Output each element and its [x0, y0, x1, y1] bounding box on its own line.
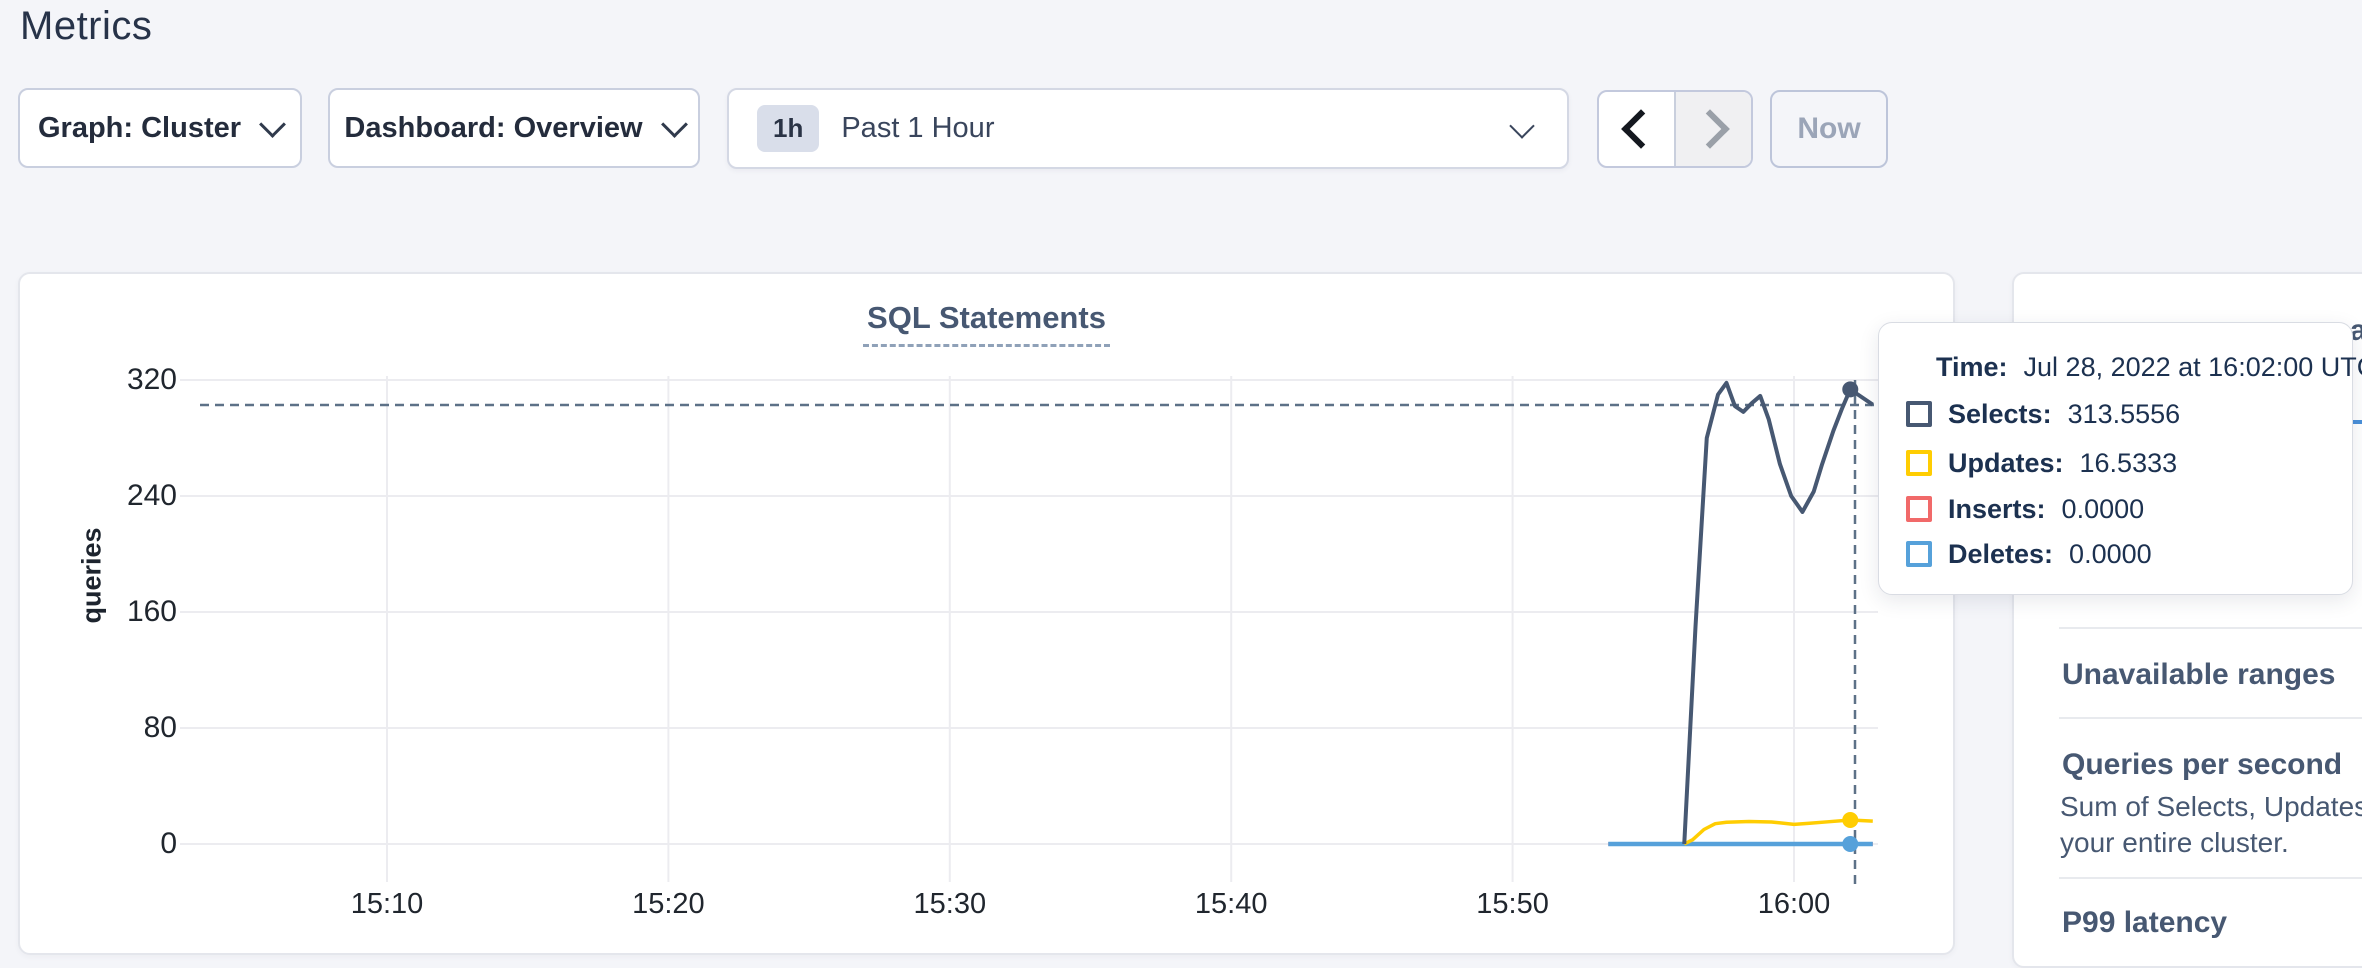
tooltip-time-value: Jul 28, 2022 at 16:02:00 UTC	[2023, 351, 2362, 382]
chart-title[interactable]: SQL Statements	[863, 300, 1110, 347]
tooltip-series-value: 16.5333	[2079, 447, 2178, 478]
time-back-button[interactable]	[1599, 92, 1676, 166]
tooltip-series-value: 313.5556	[2067, 398, 2181, 429]
tooltip-series-value: 0.0000	[2069, 538, 2152, 569]
time-range-select[interactable]: 1h Past 1 Hour	[727, 88, 1569, 169]
y-tick-label: 0	[160, 827, 177, 860]
tooltip-series-label: Deletes:	[1948, 538, 2054, 569]
x-tick-label: 15:20	[632, 888, 705, 920]
legend-swatch-icon	[1906, 450, 1932, 476]
chevron-right-icon	[1689, 109, 1730, 149]
sidebar-item-heading: Queries per second	[2062, 748, 2343, 781]
sidebar-divider	[2059, 717, 2362, 719]
y-tick-label: 160	[126, 595, 177, 628]
chart-tooltip: Time: Jul 28, 2022 at 16:02:00 UTC Selec…	[1878, 322, 2362, 595]
tooltip-series-label: Selects:	[1948, 398, 2052, 429]
page-title: Metrics	[20, 4, 153, 48]
tooltip-row-selects: Selects: 313.5556	[1906, 398, 2180, 430]
chevron-down-icon	[660, 110, 688, 138]
graph-dropdown[interactable]: Graph: Cluster	[18, 88, 302, 168]
sidebar-divider	[2059, 877, 2362, 879]
time-forward-button[interactable]	[1676, 92, 1751, 166]
x-tick-label: 15:50	[1476, 888, 1549, 920]
now-button[interactable]: Now	[1770, 90, 1888, 168]
sidebar-item-description: your entire cluster.	[2060, 827, 2289, 858]
chevron-down-icon	[1509, 112, 1535, 139]
sidebar-clipped-text: a	[2350, 314, 2362, 347]
y-tick-label: 240	[126, 479, 177, 512]
graph-dropdown-label: Graph: Cluster	[37, 111, 242, 144]
time-range-badge: 1h	[757, 105, 820, 152]
sidebar-item-description: Sum of Selects, Updates, Inser	[2060, 791, 2362, 822]
x-tick-label: 15:10	[350, 888, 424, 920]
sidebar-item-heading: Unavailable ranges	[2062, 658, 2336, 691]
tooltip-series-value: 0.0000	[2061, 493, 2145, 524]
dashboard-dropdown[interactable]: Dashboard: Overview	[328, 88, 700, 168]
tooltip-row-inserts: Inserts: 0.0000	[1906, 493, 2144, 525]
y-tick-label: 320	[126, 363, 177, 396]
tooltip-series-label: Inserts:	[1948, 493, 2046, 524]
legend-swatch-icon	[1906, 496, 1932, 522]
time-nav-group	[1597, 90, 1753, 168]
legend-swatch-icon	[1906, 541, 1932, 567]
tooltip-series-label: Updates:	[1948, 447, 2064, 478]
sql-statements-card[interactable]	[18, 272, 1955, 955]
time-range-label: Past 1 Hour	[841, 112, 995, 144]
x-tick-label: 16:00	[1757, 888, 1831, 920]
y-tick-label: 80	[143, 711, 177, 744]
sidebar-clipped-link-fragment	[2352, 420, 2362, 424]
legend-swatch-icon	[1906, 401, 1932, 427]
chevron-left-icon	[1620, 109, 1661, 149]
dashboard-dropdown-label: Dashboard: Overview	[344, 111, 643, 144]
sidebar-item-heading: P99 latency	[2062, 906, 2228, 939]
chevron-down-icon	[259, 110, 286, 138]
tooltip-row-deletes: Deletes: 0.0000	[1906, 538, 2152, 570]
x-tick-label: 15:30	[913, 888, 987, 920]
tooltip-time-label: Time:	[1936, 351, 2008, 382]
chart-title-wrap: SQL Statements	[18, 300, 1955, 347]
sidebar-divider	[2059, 627, 2362, 629]
x-tick-label: 15:40	[1194, 888, 1268, 920]
tooltip-row-updates: Updates: 16.5333	[1906, 447, 2177, 479]
tooltip-time-row: Time: Jul 28, 2022 at 16:02:00 UTC	[1936, 351, 2362, 383]
